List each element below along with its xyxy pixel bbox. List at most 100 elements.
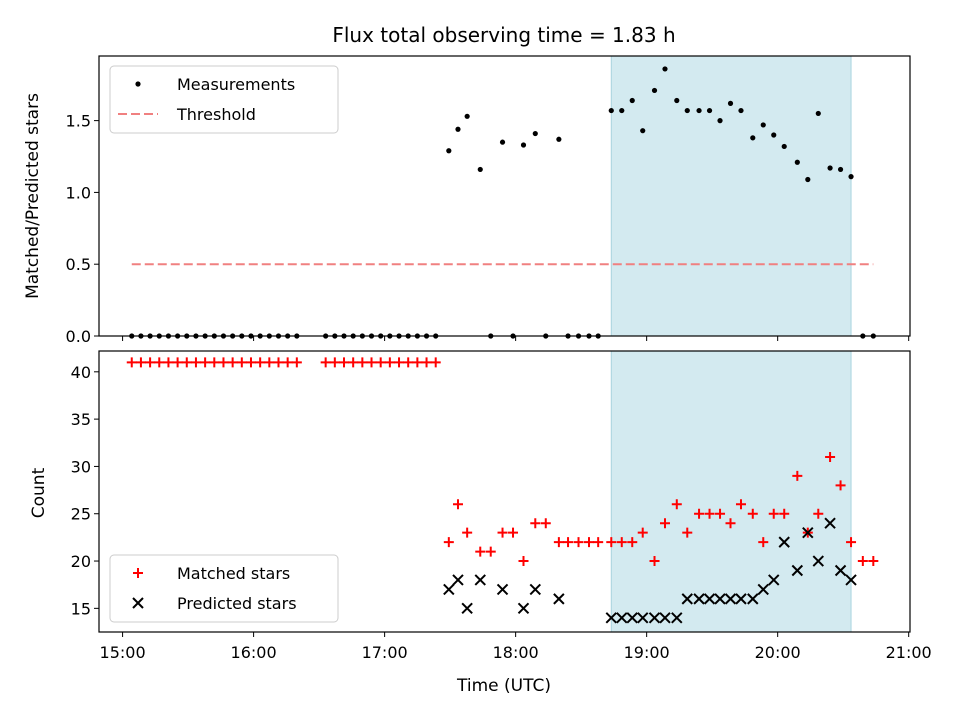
matched-point: [291, 357, 302, 368]
matched-point: [227, 357, 238, 368]
matched-point: [135, 357, 146, 368]
plot-frame: [98, 55, 911, 337]
x-tick-label: 18:00: [493, 643, 539, 662]
data-point: [662, 66, 668, 72]
matched-point: [452, 499, 463, 510]
predicted-point: [845, 574, 857, 586]
y-tick-label: 1.5: [66, 112, 91, 131]
matched-point: [616, 537, 627, 548]
data-point: [455, 126, 461, 132]
matched-point: [573, 537, 584, 548]
predicted-point: [616, 612, 628, 624]
predicted-point: [671, 612, 683, 624]
matched-point: [154, 357, 165, 368]
predicted-point: [605, 612, 617, 624]
legend-label: Threshold: [176, 105, 256, 124]
data-point: [532, 130, 538, 137]
legend: Measurements Threshold: [109, 65, 339, 134]
predicted-point: [757, 583, 769, 596]
matched-point: [181, 357, 192, 368]
matched-point: [637, 527, 648, 538]
matched-point: [218, 357, 229, 368]
matched-point: [694, 508, 705, 519]
legend-label: Predicted stars: [177, 594, 297, 613]
count-panel: 15 20 25 30 35 40 15:00 16:00 17:00 18:00 19:00 20:…: [71, 350, 932, 662]
data-point: [499, 139, 506, 145]
data-point: [640, 128, 646, 134]
matched-point: [868, 556, 879, 567]
data-point: [520, 142, 527, 148]
x-axis-label: Time (UTC): [456, 676, 551, 696]
matched-point: [747, 508, 758, 519]
matched-point: [857, 556, 868, 567]
data-point: [750, 135, 756, 141]
matched-point: [606, 537, 617, 548]
matched-point: [593, 537, 604, 548]
matched-point: [540, 518, 551, 529]
matched-point: [758, 537, 769, 548]
matched-point: [430, 357, 441, 368]
matched-point: [584, 537, 595, 548]
legend-box: [109, 554, 339, 623]
predicted-stars-series: [443, 517, 857, 624]
y-tick-label: 40: [71, 363, 91, 382]
matched-point: [725, 518, 736, 529]
matched-point: [172, 357, 183, 368]
data-point: [815, 110, 821, 117]
predicted-point: [637, 612, 649, 624]
observing-window-shading: [610, 55, 852, 337]
matched-point: [145, 357, 156, 368]
x-tick-label: 20:00: [755, 643, 801, 662]
matched-point: [530, 518, 541, 529]
x-tick-label: 19:00: [624, 643, 670, 662]
data-point: [477, 166, 483, 173]
matched-point: [320, 357, 331, 368]
predicted-point: [703, 593, 716, 605]
predicted-point: [659, 612, 671, 624]
matched-point: [403, 357, 414, 368]
matched-point: [779, 508, 790, 519]
predicted-point: [791, 564, 804, 577]
y-tick-label: 35: [71, 410, 91, 429]
data-point: [464, 113, 470, 119]
matched-point: [835, 480, 846, 491]
predicted-point: [681, 593, 693, 605]
matched-point: [348, 357, 359, 368]
matched-point: [659, 518, 670, 529]
legend-marker: [132, 597, 144, 609]
matched-point: [682, 527, 693, 538]
data-point: [727, 100, 734, 106]
matched-point: [671, 499, 682, 510]
matched-point: [200, 357, 211, 368]
matched-point: [357, 357, 368, 368]
data-point: [848, 174, 854, 180]
data-point: [717, 118, 723, 124]
plot-frame: [98, 350, 911, 633]
predicted-point: [768, 574, 780, 586]
predicted-point: [747, 593, 759, 605]
data-point: [771, 132, 777, 138]
x-tick-label: 17:00: [362, 643, 408, 662]
y-tick-label: 25: [71, 505, 91, 524]
matched-point: [339, 357, 350, 368]
data-point: [619, 107, 625, 114]
predicted-point: [824, 517, 836, 529]
matched-point: [209, 357, 220, 368]
predicted-point: [452, 574, 464, 586]
ratio-panel: 0.0 0.5 1.0 1.5 Measurements Threshold: [66, 55, 911, 346]
matched-point: [735, 499, 746, 510]
legend-marker: [133, 568, 143, 578]
matched-point: [190, 357, 201, 368]
predicted-point: [626, 612, 638, 624]
y-tick-label: 1.0: [66, 183, 91, 202]
matched-point: [627, 537, 638, 548]
matched-point: [126, 357, 137, 368]
observing-window-shading: [610, 350, 852, 633]
predicted-point: [496, 583, 509, 596]
predicted-point: [553, 593, 565, 605]
data-point: [696, 107, 702, 114]
data-point: [805, 176, 811, 183]
matched-point: [421, 357, 432, 368]
y-tick-label: 0.5: [66, 255, 91, 274]
matched-point: [273, 357, 284, 368]
